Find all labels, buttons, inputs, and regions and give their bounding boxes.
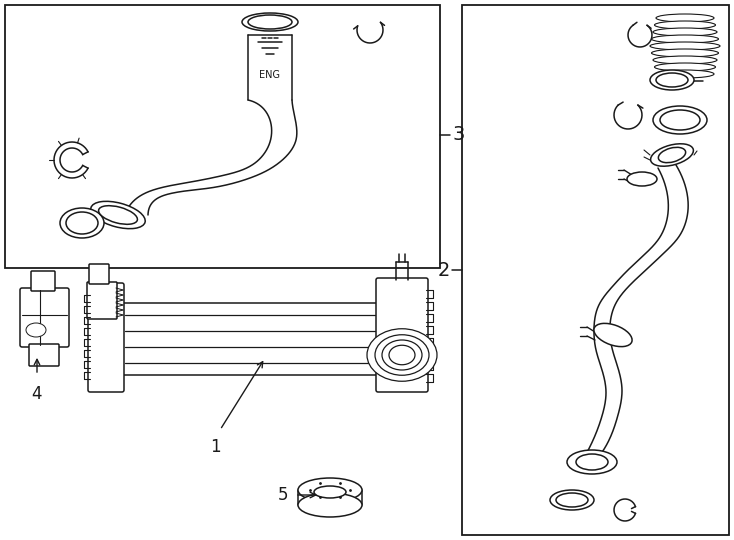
- Ellipse shape: [367, 329, 437, 381]
- Ellipse shape: [91, 201, 145, 228]
- Ellipse shape: [98, 206, 137, 224]
- Text: 5: 5: [277, 486, 288, 504]
- Ellipse shape: [26, 323, 46, 337]
- FancyBboxPatch shape: [376, 278, 428, 392]
- Ellipse shape: [576, 454, 608, 470]
- Text: 3: 3: [452, 125, 465, 145]
- Ellipse shape: [650, 42, 720, 50]
- Ellipse shape: [556, 493, 588, 507]
- Text: ENG: ENG: [260, 70, 280, 80]
- FancyBboxPatch shape: [20, 288, 69, 347]
- Ellipse shape: [248, 15, 292, 29]
- Ellipse shape: [567, 450, 617, 474]
- Ellipse shape: [382, 340, 422, 370]
- Ellipse shape: [655, 21, 716, 29]
- Bar: [5, 5, 440, 268]
- FancyBboxPatch shape: [29, 344, 59, 366]
- Ellipse shape: [298, 493, 362, 517]
- Ellipse shape: [550, 490, 594, 510]
- Ellipse shape: [655, 63, 716, 71]
- Ellipse shape: [656, 14, 714, 22]
- Ellipse shape: [652, 49, 719, 57]
- Ellipse shape: [656, 73, 688, 87]
- Ellipse shape: [653, 106, 707, 134]
- Ellipse shape: [660, 110, 700, 130]
- Ellipse shape: [656, 70, 714, 78]
- Ellipse shape: [650, 144, 694, 166]
- Text: 4: 4: [32, 385, 43, 403]
- Ellipse shape: [652, 35, 719, 43]
- Ellipse shape: [298, 478, 362, 502]
- Ellipse shape: [653, 56, 717, 64]
- Ellipse shape: [375, 335, 429, 375]
- Ellipse shape: [594, 323, 632, 347]
- Ellipse shape: [627, 172, 657, 186]
- Ellipse shape: [242, 13, 298, 31]
- Ellipse shape: [653, 28, 717, 36]
- Ellipse shape: [389, 345, 415, 364]
- FancyBboxPatch shape: [31, 271, 55, 291]
- Ellipse shape: [60, 208, 104, 238]
- Text: 2: 2: [437, 260, 450, 280]
- FancyBboxPatch shape: [87, 282, 117, 319]
- Ellipse shape: [314, 486, 346, 498]
- Text: 1: 1: [210, 438, 220, 456]
- FancyBboxPatch shape: [89, 264, 109, 284]
- Bar: [120, 303, 380, 375]
- Ellipse shape: [658, 147, 686, 163]
- Ellipse shape: [650, 70, 694, 90]
- FancyBboxPatch shape: [88, 283, 124, 392]
- Ellipse shape: [66, 212, 98, 234]
- Bar: [462, 5, 729, 535]
